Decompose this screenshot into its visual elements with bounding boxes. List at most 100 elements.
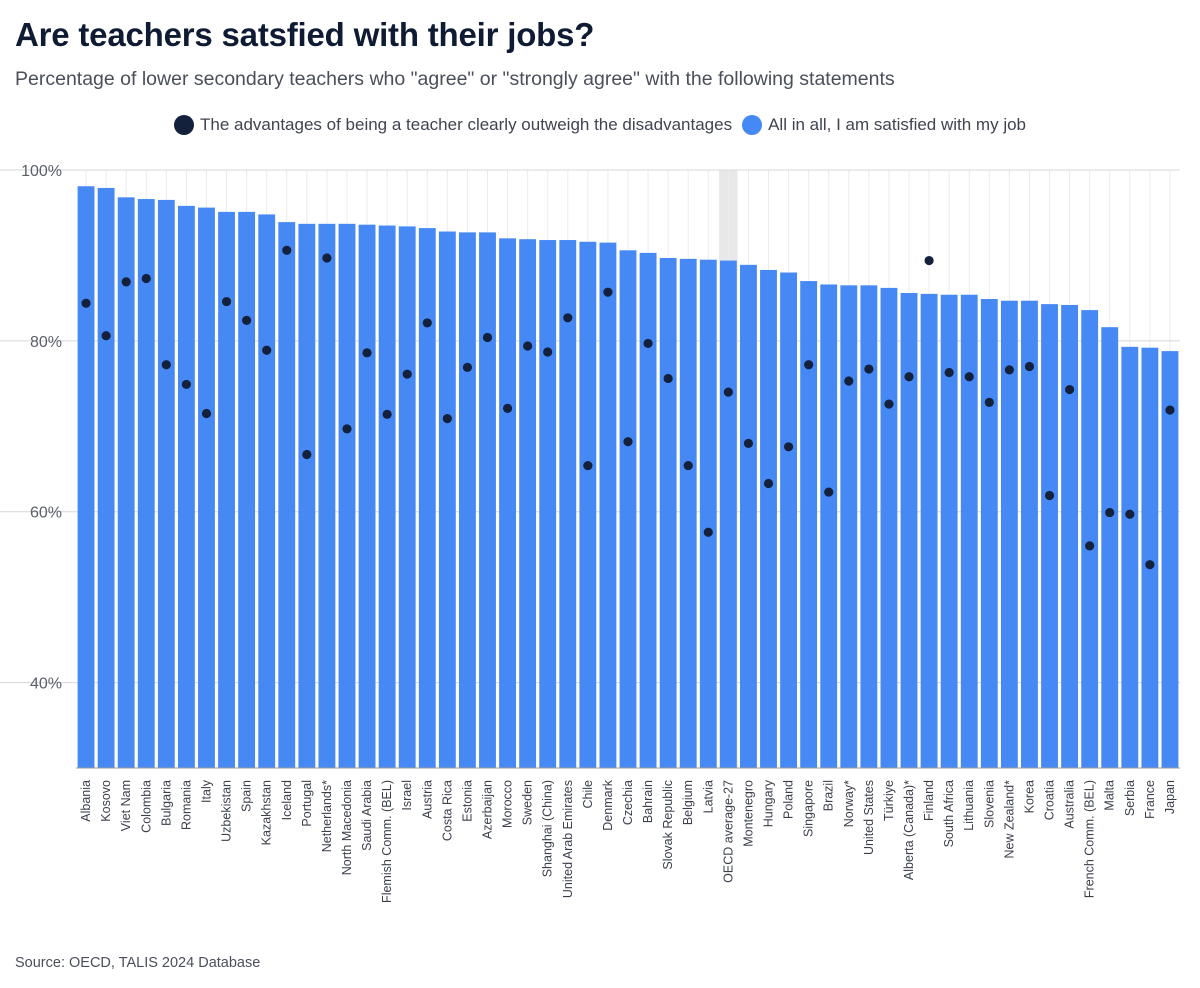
data-point [663,373,673,384]
bar [780,272,798,768]
bar [619,250,637,768]
data-point [964,372,974,382]
x-tick-label: Shanghai (China) [541,780,555,877]
bar [800,281,818,768]
x-tick-label: Uzbekistan [220,780,234,842]
y-tick-label: 80% [30,334,62,351]
x-tick-label: Spain [240,780,254,812]
legend-item-satisfied[interactable]: All in all, I am satisfied with my job [742,115,1026,135]
x-tick-label: Costa Rica [440,780,454,841]
data-point [623,437,633,447]
x-tick-label: Norway* [842,780,856,827]
x-tick-label: New Zealand* [1002,780,1016,859]
legend-label-satisfied: All in all, I am satisfied with my job [768,115,1026,134]
data-point [181,379,191,390]
x-tick-label: Alberta (Canada)* [902,780,916,880]
bar [157,199,175,768]
data-point [683,460,693,471]
data-point [783,442,794,452]
bar [298,223,316,768]
x-tick-label: Netherlands* [320,780,334,852]
data-point [442,413,452,424]
bar [418,228,436,768]
data-point [884,399,894,409]
x-tick-label: Singapore [802,780,816,837]
chart-subtitle: Percentage of lower secondary teachers w… [15,68,895,90]
data-point [242,315,252,325]
bar [920,293,938,768]
bar [699,259,717,768]
data-point [482,332,493,343]
bar [77,186,95,768]
x-tick-label: North Macedonia [340,780,354,875]
x-tick-label: Czechia [621,780,635,825]
data-point [282,245,292,255]
data-point [422,318,432,328]
data-point [924,255,934,266]
bar [519,239,537,768]
data-point [603,287,613,297]
bar [860,285,878,768]
data-point [904,372,914,382]
x-tick-label: Sweden [521,780,535,825]
data-point [804,360,814,370]
data-point [944,367,954,378]
bar [940,294,958,768]
data-point [763,478,774,489]
data-point [1024,361,1035,372]
x-tick-label: Latvia [701,780,715,813]
bar [1021,300,1038,768]
x-tick-label: Albania [79,780,93,822]
x-tick-label: Japan [1163,780,1177,814]
x-tick-label: OECD average-27 [721,780,735,883]
x-tick-label: Colombia [139,780,153,833]
bar [980,298,998,768]
bar [659,257,677,768]
x-tick-label: Austria [420,780,434,819]
data-point [563,313,573,323]
legend-label-advantages: The advantages of being a teacher clearl… [199,115,733,134]
data-point [1125,509,1135,519]
bar [960,294,978,768]
legend-item-advantages[interactable]: The advantages of being a teacher clearl… [173,115,733,135]
data-point [322,253,332,263]
bar [238,211,256,769]
data-point [543,347,553,357]
data-point [402,369,412,379]
x-tick-label: Brazil [822,780,836,811]
data-point [262,345,272,355]
bar [579,241,597,768]
data-point [141,273,151,284]
x-tick-label: French Comm. (BEL) [1083,780,1097,898]
x-tick-label: Hungary [762,779,776,827]
data-point [643,338,653,349]
x-tick-label: Viet Nam [119,780,133,831]
x-tick-label: Iceland [280,780,294,820]
bar [599,242,617,769]
x-tick-label: Croatia [1043,780,1057,820]
data-point [101,331,111,341]
data-point [1145,560,1155,570]
bar [1161,351,1179,768]
data-point [1085,541,1095,551]
y-tick-label: 60% [30,505,62,522]
data-point [502,403,513,413]
x-tick-label: Azerbaijan [480,780,494,839]
bar [1121,346,1139,768]
bar [479,232,496,768]
data-point [201,408,212,419]
bar [358,224,376,768]
x-tick-label: Bahrain [641,780,655,823]
bar [117,197,135,768]
x-tick-label: Romania [179,780,193,830]
bar [639,252,657,768]
data-point [824,487,834,497]
data-point [984,397,994,407]
x-tick-label: Israel [400,780,414,811]
bar [278,222,296,768]
x-tick-label: Montenegro [741,780,755,847]
x-tick-label: Morocco [501,780,515,828]
data-point [382,409,392,419]
x-tick-label: South Africa [942,780,956,847]
x-tick-label: United States [862,780,876,855]
